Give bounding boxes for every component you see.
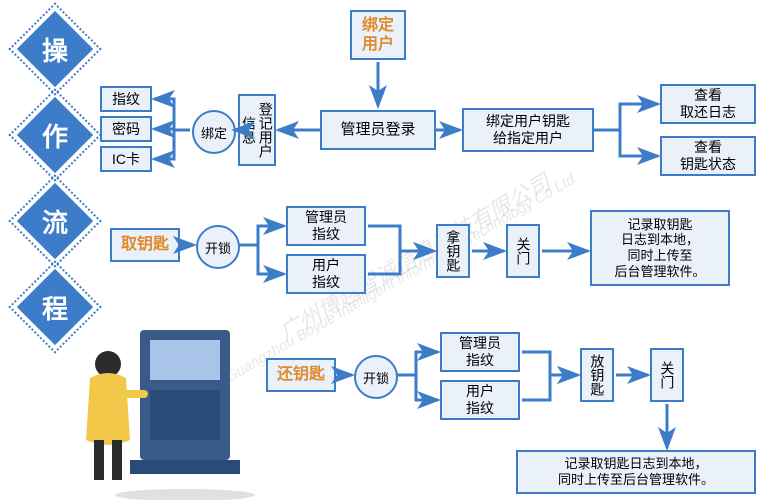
node-admin_fp2: 管理员指纹 [440,332,520,372]
node-get_key: 取钥匙 [110,228,180,262]
node-bind_user: 绑定用户 [350,10,406,60]
arrow-5 [154,130,190,159]
node-password: 密码 [100,116,152,142]
node-bind_circ: 绑定 [192,110,236,154]
node-return_key: 还钥匙 [266,358,336,392]
node-user_fp2: 用户指纹 [440,380,520,420]
arrow-17 [396,352,438,375]
arrow-19 [522,352,578,375]
arrow-3 [154,99,190,130]
node-view_status: 查看钥匙状态 [660,136,756,176]
title-diamond-1: 作 [28,108,82,162]
watermark-en: Guangzhou Boyue Intelligent Information … [223,171,578,386]
node-fingerprint: 指纹 [100,86,152,112]
arrow-20 [522,375,578,400]
node-bind_key: 绑定用户钥匙给指定用户 [462,108,594,152]
arrow-18 [396,375,438,400]
node-put_key: 放钥匙 [580,348,614,402]
arrow-10 [238,226,284,245]
node-unlock1: 开锁 [196,225,240,269]
arrow-4 [154,129,190,130]
node-view_log: 查看取还日志 [660,84,756,124]
node-take_key: 拿钥匙 [436,224,470,278]
arrow-8 [594,130,658,156]
kiosk-illustration [70,320,270,500]
node-register: 登记用户信息 [238,94,276,166]
node-log2: 记录取钥匙日志到本地，同时上传至后台管理软件。 [516,450,756,494]
node-close2: 关门 [650,348,684,402]
title-diamond-0: 操 [28,22,82,76]
node-admin_fp1: 管理员指纹 [286,206,366,246]
arrow-11 [238,245,284,274]
node-admin_login: 管理员登录 [320,110,436,150]
node-user_fp1: 用户指纹 [286,254,366,294]
arrow-7 [594,104,658,130]
node-unlock2: 开锁 [354,355,398,399]
title-diamond-2: 流 [28,194,82,248]
node-close1: 关门 [506,224,540,278]
node-ic_card: IC卡 [100,146,152,172]
node-log1: 记录取钥匙日志到本地，同时上传至后台管理软件。 [590,210,730,286]
